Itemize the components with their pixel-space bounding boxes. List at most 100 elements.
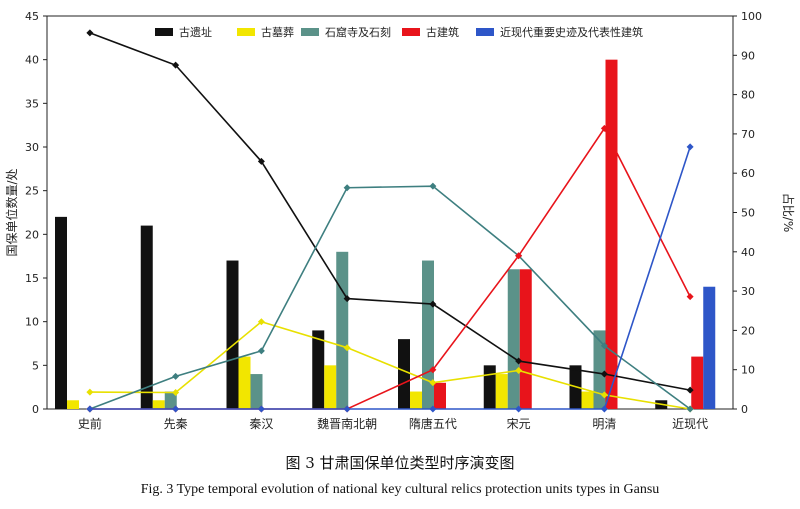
y2-tick-label: 100 [741,10,762,23]
y-tick-label: 0 [32,403,39,416]
y-tick-label: 5 [32,359,39,372]
y-tick-label: 10 [25,316,39,329]
legend-label-4: 近现代重要史迹及代表性建筑 [500,25,643,39]
percent-point-1 [86,388,94,396]
bar-0 [140,225,153,409]
y-tick-label: 25 [25,185,39,198]
percent-point-1 [257,318,265,326]
legend-swatch-0 [155,28,173,36]
bar-1 [238,356,251,409]
percent-point-3 [515,252,523,260]
x-tick-label: 宋元 [507,416,531,431]
figure-caption-chinese: 图 3 甘肃国保单位类型时序演变图 [285,454,515,472]
bar-2 [250,374,263,409]
bar-1 [495,374,508,409]
legend-swatch-2 [301,28,319,36]
percent-point-3 [686,293,694,301]
x-tick-label: 秦汉 [249,417,273,431]
percent-point-1 [515,366,523,374]
percent-point-1 [172,388,180,396]
percent-point-2 [600,342,608,350]
bar-1 [410,391,422,409]
x-tick-label: 魏晋南北朝 [317,416,377,431]
bar-0 [483,365,496,409]
y2-tick-label: 30 [741,285,755,298]
percent-point-0 [343,295,351,303]
legend-label-2: 石窟寺及石刻 [325,25,391,39]
percent-point-0 [429,300,437,308]
y-axis-title: 国保单位数量/处 [4,168,19,256]
bar-3 [691,356,704,409]
bar-2 [422,260,434,409]
bar-2 [593,330,606,409]
bar-0 [312,330,325,409]
bar-0 [226,260,239,409]
y-tick-label: 45 [25,10,39,23]
bar-4 [703,286,716,409]
percent-point-4 [86,405,94,413]
bar-2 [507,269,520,409]
chart: 0 5 10 15 20 25 30 35 40 45 0 10 20 30 40 50 60 70 80 90 100… [4,10,796,431]
bar-3 [519,269,532,409]
percent-point-4 [343,405,351,413]
legend-label-3: 古建筑 [426,25,459,39]
percent-point-4 [257,405,265,413]
legend-label-1: 古墓葬 [261,26,294,39]
percent-line-0 [89,32,691,391]
percent-point-0 [515,357,523,365]
percent-point-1 [429,379,437,387]
percent-point-2 [172,372,180,380]
x-tick-label: 明清 [592,417,616,431]
percent-line-1 [89,320,691,410]
y2-tick-label: 70 [741,128,755,141]
percent-point-2 [429,182,437,190]
percent-point-0 [172,61,180,69]
bar-3 [605,59,618,410]
y2-tick-label: 20 [741,324,755,337]
y2-tick-label: 50 [741,207,755,220]
percent-point-0 [600,370,608,378]
percent-point-4 [172,405,180,413]
x-tick-label: 隋唐五代 [409,416,457,431]
percent-point-4 [429,405,437,413]
bar-2 [336,251,349,409]
y-tick-label: 30 [25,141,39,154]
bar-0 [55,216,67,409]
percent-point-0 [257,157,265,165]
percent-point-1 [343,344,351,352]
bar-2 [164,391,177,409]
x-tick-label: 先秦 [164,417,188,431]
y2-tick-label: 10 [741,364,755,377]
y2-tick-label: 90 [741,49,755,62]
percent-line-2 [89,185,691,410]
y2-tick-label: 60 [741,167,755,180]
bar-1 [581,391,594,409]
x-tick-label: 近现代 [672,417,708,431]
bar-0 [398,339,410,409]
bar-1 [324,365,337,409]
percent-point-4 [600,405,608,413]
percent-point-3 [429,366,437,374]
percent-point-2 [343,184,351,192]
y-tick-label: 40 [25,54,39,67]
percent-point-2 [257,347,265,355]
legend-swatch-1 [237,28,255,36]
bar-3 [434,382,446,409]
y2-axis-title: 占比/% [781,193,796,232]
legend-swatch-3 [402,28,420,36]
y-tick-label: 35 [25,97,39,110]
percent-point-1 [600,391,608,399]
y-tick-label: 15 [25,272,39,285]
x-tick-label: 史前 [78,416,102,431]
y2-tick-label: 80 [741,89,755,102]
y2-tick-label: 0 [741,403,748,416]
y-tick-label: 20 [25,228,39,241]
percent-point-4 [515,405,523,413]
figure-caption-english: Fig. 3 Type temporal evolution of nation… [140,482,660,497]
legend-swatch-4 [476,28,494,36]
percent-line-4 [89,146,691,410]
percent-point-2 [686,405,694,413]
percent-point-0 [686,386,694,394]
percent-point-0 [86,29,94,37]
bar-1 [152,400,165,409]
